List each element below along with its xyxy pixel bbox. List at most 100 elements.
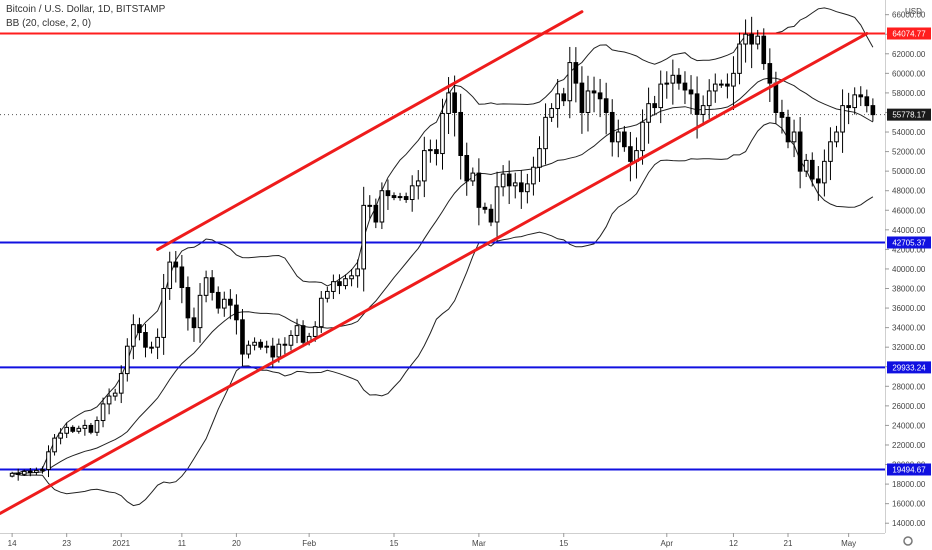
candle bbox=[415, 170, 421, 200]
y-tick-label: 28000.00 bbox=[892, 382, 926, 391]
candle bbox=[288, 330, 294, 351]
candle-body bbox=[470, 172, 476, 182]
y-tick-label: 62000.00 bbox=[892, 50, 926, 59]
candle-body bbox=[264, 345, 270, 348]
y-tick-label: 16000.00 bbox=[892, 500, 926, 509]
candle-body bbox=[349, 275, 354, 280]
candle-body bbox=[131, 324, 136, 347]
candle bbox=[428, 139, 433, 163]
candle bbox=[725, 73, 730, 99]
x-tick-label: 15 bbox=[390, 539, 399, 548]
candle-body bbox=[816, 178, 821, 184]
candle bbox=[124, 338, 130, 382]
candle-body bbox=[864, 96, 870, 107]
candle-body bbox=[215, 291, 221, 309]
candle bbox=[215, 286, 221, 314]
candle-body bbox=[803, 159, 809, 172]
candle bbox=[809, 152, 815, 187]
candle bbox=[21, 469, 27, 476]
candle-body bbox=[852, 94, 858, 109]
y-tick-label: 24000.00 bbox=[892, 421, 926, 430]
candle-body bbox=[76, 427, 82, 432]
candle-body bbox=[731, 72, 736, 87]
candle bbox=[421, 136, 427, 198]
candle bbox=[567, 46, 573, 119]
candle-body bbox=[40, 468, 45, 471]
candle-body bbox=[737, 43, 742, 74]
y-tick-label: 50000.00 bbox=[892, 167, 926, 176]
candle-body bbox=[246, 344, 251, 355]
candle bbox=[706, 79, 712, 119]
candle bbox=[343, 274, 348, 290]
y-tick-label: 34000.00 bbox=[892, 324, 926, 333]
candle bbox=[573, 47, 579, 103]
candle-body bbox=[791, 131, 797, 143]
candle-body bbox=[870, 105, 876, 116]
candle-body bbox=[828, 141, 833, 162]
candle bbox=[743, 19, 748, 63]
candle-body bbox=[355, 268, 360, 277]
candle-body bbox=[155, 336, 160, 348]
candle-body bbox=[609, 111, 615, 143]
candle bbox=[603, 82, 609, 135]
candle bbox=[173, 251, 179, 283]
candle-body bbox=[428, 149, 433, 152]
candle bbox=[518, 170, 524, 209]
candle-body bbox=[82, 424, 88, 429]
candle-body bbox=[88, 424, 94, 433]
candle-body bbox=[694, 93, 700, 115]
x-tick-label: 15 bbox=[559, 539, 568, 548]
candle bbox=[658, 70, 664, 124]
candle bbox=[149, 341, 154, 354]
candle-body bbox=[840, 105, 845, 133]
candle-body bbox=[700, 105, 706, 115]
candle bbox=[816, 166, 821, 201]
candle-body bbox=[567, 62, 573, 102]
candle-body bbox=[506, 173, 512, 187]
candle bbox=[834, 125, 839, 148]
candle-body bbox=[112, 392, 118, 397]
candle-body bbox=[755, 35, 761, 45]
candle-body bbox=[197, 294, 203, 329]
candle bbox=[209, 270, 215, 301]
y-tick-label: 52000.00 bbox=[892, 148, 926, 157]
x-tick-label: 23 bbox=[62, 539, 71, 548]
candle-body bbox=[749, 33, 754, 45]
candle bbox=[549, 103, 554, 122]
candle bbox=[791, 119, 797, 158]
y-tick-label: 40000.00 bbox=[892, 265, 926, 274]
candle-body bbox=[452, 92, 457, 113]
candle bbox=[452, 75, 457, 137]
candle bbox=[585, 75, 591, 132]
candle bbox=[9, 471, 15, 478]
last-price-label-bg bbox=[887, 108, 931, 121]
level-price-label-bg bbox=[887, 236, 931, 249]
candle bbox=[640, 109, 645, 165]
candle-body bbox=[149, 346, 154, 349]
symbol-title: Bitcoin / U.S. Dollar, 1D, BITSTAMP bbox=[6, 4, 166, 15]
candle-body bbox=[58, 432, 63, 439]
candle-body bbox=[167, 261, 173, 290]
candle bbox=[15, 468, 21, 481]
candle bbox=[840, 89, 845, 153]
time-axis-background bbox=[0, 533, 932, 550]
candle-body bbox=[70, 426, 76, 432]
candle bbox=[131, 314, 136, 360]
candle-body bbox=[676, 74, 682, 84]
candle bbox=[870, 98, 876, 122]
candle bbox=[361, 186, 367, 292]
y-tick-label: 60000.00 bbox=[892, 69, 926, 78]
candle bbox=[476, 158, 482, 226]
candle bbox=[615, 119, 621, 158]
candle bbox=[531, 156, 536, 196]
candle bbox=[712, 73, 718, 103]
candle-body bbox=[137, 324, 142, 334]
candle bbox=[852, 87, 858, 115]
candle-body bbox=[652, 103, 657, 109]
candle-body bbox=[622, 131, 627, 148]
candle-body bbox=[585, 90, 591, 113]
candle bbox=[803, 153, 809, 178]
candle bbox=[434, 139, 439, 166]
candle-body bbox=[494, 186, 500, 223]
